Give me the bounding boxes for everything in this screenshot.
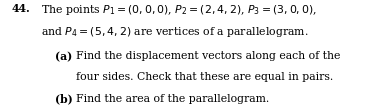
Text: (a): (a): [55, 51, 72, 62]
Text: The points $P_1 = (0,0,0)$, $P_2 = (2,4,2)$, $P_3 = (3,0,0)$,: The points $P_1 = (0,0,0)$, $P_2 = (2,4,…: [41, 3, 317, 17]
Text: (b): (b): [55, 94, 73, 105]
Text: and $P_4 = (5,4,2)$ are vertices of a parallelogram.: and $P_4 = (5,4,2)$ are vertices of a pa…: [41, 25, 308, 39]
Text: Find the displacement vectors along each of the: Find the displacement vectors along each…: [76, 51, 340, 61]
Text: 44.: 44.: [11, 3, 30, 14]
Text: Find the area of the parallelogram.: Find the area of the parallelogram.: [76, 94, 269, 104]
Text: four sides. Check that these are equal in pairs.: four sides. Check that these are equal i…: [76, 72, 333, 82]
